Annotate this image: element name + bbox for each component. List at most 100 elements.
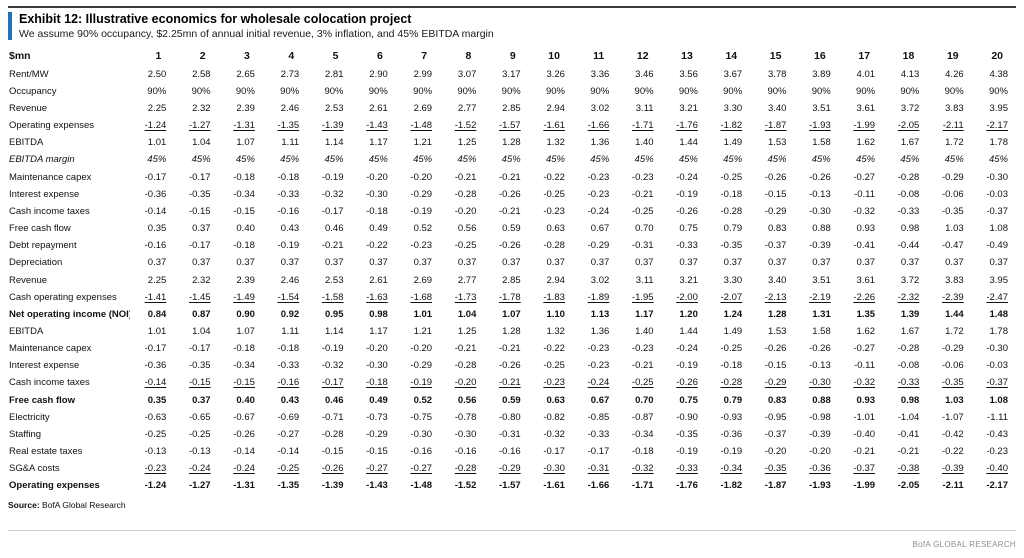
value-cell: 45% <box>280 154 300 166</box>
accent-bar <box>8 12 12 41</box>
table-row: Cash operating expenses -1.41 -1.45 -1.49 -1… <box>8 289 1016 306</box>
row-label: Maintenance capex <box>9 343 92 355</box>
value-cell: -0.23 <box>543 205 565 217</box>
column-header-year: 20 <box>991 50 1003 63</box>
column-header-year: 12 <box>636 50 649 63</box>
value-cell: -0.14 <box>144 205 167 217</box>
row-label: Free cash flow <box>9 394 75 406</box>
value-cell: -0.23 <box>587 360 610 372</box>
value-cell: -0.24 <box>676 171 698 183</box>
value-cell: 0.88 <box>812 394 831 406</box>
value-cell: -0.14 <box>233 446 255 458</box>
value-cell: -0.87 <box>631 411 654 423</box>
value-cell: 0.37 <box>369 257 388 269</box>
value-cell: 2.53 <box>324 274 344 286</box>
value-cell: -0.20 <box>366 171 388 183</box>
value-cell: 90% <box>767 85 787 97</box>
value-cell: -0.47 <box>941 240 964 252</box>
value-cell: 3.30 <box>723 102 743 114</box>
value-cell: -0.34 <box>720 463 743 475</box>
value-cell: 2.25 <box>147 274 167 286</box>
value-cell: -1.01 <box>853 411 876 423</box>
value-cell: -0.23 <box>986 446 1008 458</box>
value-cell: -0.19 <box>410 205 433 217</box>
value-cell: 3.26 <box>546 68 565 80</box>
value-cell: -0.18 <box>720 360 743 372</box>
value-cell: -0.40 <box>986 463 1008 475</box>
value-cell: 45% <box>191 154 211 166</box>
value-cell: -0.32 <box>853 205 876 217</box>
value-cell: 0.87 <box>192 308 211 320</box>
value-cell: 3.30 <box>723 274 743 286</box>
value-cell: 1.49 <box>723 325 743 337</box>
value-cell: -1.41 <box>144 291 167 303</box>
table-row: Rent/MW 2.50 2.58 2.65 2.73 2.81 2.90 2.99 3.07 3… <box>8 66 1016 83</box>
row-label: Operating expenses <box>9 120 95 132</box>
table-row: Depreciation 0.37 0.37 0.37 0.37 0.37 0.37 0.37… <box>8 255 1016 272</box>
value-cell: -0.18 <box>366 205 388 217</box>
value-cell: 1.40 <box>635 325 654 337</box>
value-cell: 3.78 <box>767 68 787 80</box>
value-cell: -0.28 <box>454 360 477 372</box>
value-cell: -0.18 <box>366 377 388 389</box>
value-cell: -0.25 <box>543 360 565 372</box>
value-cell: 1.04 <box>457 308 477 320</box>
value-cell: 0.37 <box>192 223 211 235</box>
value-cell: 2.58 <box>192 68 211 80</box>
value-cell: 45% <box>590 154 610 166</box>
row-label: Staffing <box>9 428 42 440</box>
value-cell: 1.40 <box>635 137 654 149</box>
value-cell: 1.03 <box>945 223 964 235</box>
value-cell: -0.08 <box>897 360 920 372</box>
value-cell: 2.65 <box>236 68 255 80</box>
value-cell: -0.17 <box>543 446 565 458</box>
value-cell: -1.52 <box>454 480 477 492</box>
table-row: Debt repayment -0.16 -0.17 -0.18 -0.19 -0.21 -… <box>8 238 1016 255</box>
value-cell: 3.17 <box>502 68 521 80</box>
value-cell: 0.59 <box>502 223 521 235</box>
value-cell: 0.37 <box>192 394 211 406</box>
value-cell: -2.00 <box>676 291 698 303</box>
value-cell: 0.37 <box>635 257 654 269</box>
value-cell: -0.26 <box>809 343 831 355</box>
value-cell: 0.37 <box>679 257 698 269</box>
value-cell: -1.24 <box>144 480 167 492</box>
value-cell: 90% <box>457 85 477 97</box>
value-cell: -0.32 <box>321 188 344 200</box>
value-cell: 0.84 <box>147 308 167 320</box>
value-cell: -0.82 <box>543 411 565 423</box>
value-cell: -1.63 <box>366 291 388 303</box>
value-cell: 2.85 <box>502 102 521 114</box>
value-cell: 3.11 <box>635 274 654 286</box>
column-header-year: 9 <box>509 50 516 63</box>
value-cell: -2.07 <box>720 291 743 303</box>
value-cell: -0.03 <box>986 188 1008 200</box>
value-cell: -1.43 <box>366 480 388 492</box>
value-cell: -0.39 <box>941 463 964 475</box>
value-cell: -0.44 <box>897 240 920 252</box>
value-cell: 0.90 <box>236 308 255 320</box>
value-cell: -0.14 <box>144 377 167 389</box>
value-cell: 1.78 <box>989 137 1009 149</box>
value-cell: -1.24 <box>144 120 167 132</box>
table-row: Operating expenses -1.24 -1.27 -1.31 -1.35 -1… <box>8 118 1016 135</box>
value-cell: -2.39 <box>941 291 964 303</box>
value-cell: 1.25 <box>457 325 477 337</box>
value-cell: -0.27 <box>366 463 388 475</box>
value-cell: 1.07 <box>236 137 255 149</box>
value-cell: 0.35 <box>147 394 167 406</box>
value-cell: -0.15 <box>233 377 255 389</box>
value-cell: 3.72 <box>900 274 920 286</box>
value-cell: 90% <box>811 85 831 97</box>
value-cell: 2.39 <box>236 274 255 286</box>
row-label: Revenue <box>9 102 48 114</box>
value-cell: 0.37 <box>900 257 920 269</box>
table-row: Cash income taxes -0.14 -0.15 -0.15 -0.16 -0.… <box>8 375 1016 392</box>
value-cell: 0.75 <box>679 394 698 406</box>
value-cell: 3.36 <box>590 68 610 80</box>
value-cell: -0.19 <box>410 377 433 389</box>
value-cell: 3.11 <box>635 102 654 114</box>
value-cell: 1.78 <box>989 325 1009 337</box>
value-cell: 2.25 <box>147 102 167 114</box>
value-cell: -0.19 <box>321 171 344 183</box>
